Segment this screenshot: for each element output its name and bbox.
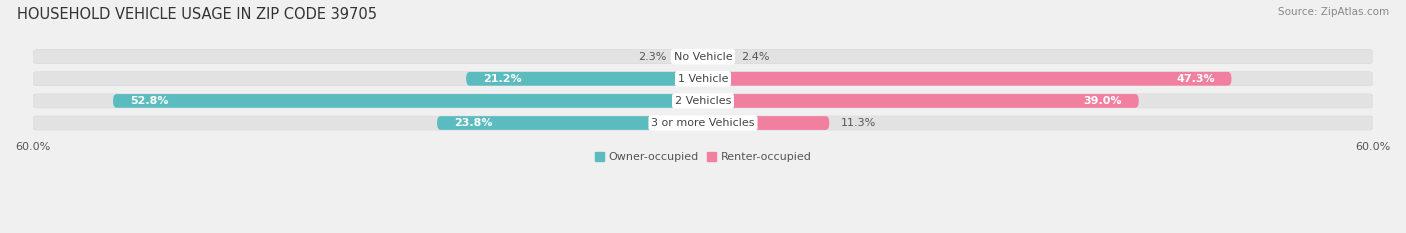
Text: No Vehicle: No Vehicle — [673, 52, 733, 62]
FancyBboxPatch shape — [703, 94, 1374, 108]
Text: HOUSEHOLD VEHICLE USAGE IN ZIP CODE 39705: HOUSEHOLD VEHICLE USAGE IN ZIP CODE 3970… — [17, 7, 377, 22]
FancyBboxPatch shape — [703, 116, 1374, 130]
Text: 1 Vehicle: 1 Vehicle — [678, 74, 728, 84]
FancyBboxPatch shape — [32, 50, 703, 64]
Text: 21.2%: 21.2% — [482, 74, 522, 84]
Text: 52.8%: 52.8% — [129, 96, 169, 106]
FancyBboxPatch shape — [703, 72, 1374, 86]
Text: 39.0%: 39.0% — [1084, 96, 1122, 106]
FancyBboxPatch shape — [703, 116, 830, 130]
FancyBboxPatch shape — [32, 116, 1374, 130]
FancyBboxPatch shape — [32, 72, 703, 86]
Text: 3 or more Vehicles: 3 or more Vehicles — [651, 118, 755, 128]
FancyBboxPatch shape — [467, 72, 703, 86]
Text: 2 Vehicles: 2 Vehicles — [675, 96, 731, 106]
FancyBboxPatch shape — [112, 94, 703, 108]
Text: 2.4%: 2.4% — [741, 52, 769, 62]
FancyBboxPatch shape — [32, 50, 1374, 64]
Text: 47.3%: 47.3% — [1175, 74, 1215, 84]
FancyBboxPatch shape — [32, 72, 1374, 86]
FancyBboxPatch shape — [703, 94, 1139, 108]
Text: Source: ZipAtlas.com: Source: ZipAtlas.com — [1278, 7, 1389, 17]
FancyBboxPatch shape — [703, 50, 1374, 64]
Text: 23.8%: 23.8% — [454, 118, 492, 128]
FancyBboxPatch shape — [32, 94, 1374, 108]
FancyBboxPatch shape — [703, 72, 1232, 86]
Text: 2.3%: 2.3% — [638, 52, 666, 62]
FancyBboxPatch shape — [703, 50, 730, 64]
FancyBboxPatch shape — [437, 116, 703, 130]
FancyBboxPatch shape — [678, 50, 703, 64]
Text: 11.3%: 11.3% — [841, 118, 876, 128]
FancyBboxPatch shape — [32, 116, 703, 130]
Legend: Owner-occupied, Renter-occupied: Owner-occupied, Renter-occupied — [591, 147, 815, 167]
FancyBboxPatch shape — [32, 94, 703, 108]
